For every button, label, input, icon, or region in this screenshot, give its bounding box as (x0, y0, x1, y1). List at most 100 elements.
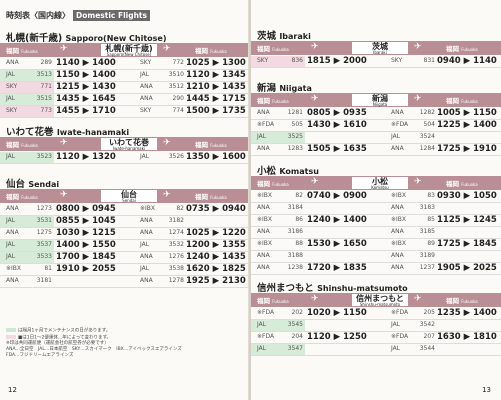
route-title-en: Ibaraki (279, 32, 311, 41)
destination-box: 小松 Komatsu (351, 176, 409, 190)
left-page: 時刻表〈国内線〉 Domestic Flights 札幌(新千歳) Sappor… (0, 0, 250, 400)
return-flight-number: 83 (427, 192, 435, 199)
airline: ANA (257, 145, 270, 152)
destination-box: 札幌(新千歳) Sapporo(New Chitose) (100, 43, 158, 57)
origin-city: 福岡 Fukuoka (6, 47, 38, 55)
route-title-jp: 仙台 (6, 179, 26, 190)
flight-time: 1140 ▶ 1400 (56, 58, 116, 68)
route-title-en: Niigata (279, 84, 312, 93)
origin-box (251, 293, 351, 307)
airline: JAL (6, 241, 16, 248)
flight-number: 202 (291, 309, 303, 316)
route-title-jp: 小松 (257, 166, 277, 177)
flight-time: 1030 ▶ 1215 (56, 228, 116, 238)
return-flight-number: 3526 (168, 153, 184, 160)
return-box (158, 43, 250, 57)
return-airline: ANA (140, 217, 153, 224)
destination-en: Sapporo(New Chitose) (106, 52, 152, 57)
return-airline: JAL (140, 265, 150, 272)
destination-en: Niigata (372, 102, 388, 107)
origin-city: 福岡 Fukuoka (6, 141, 38, 149)
return-box (409, 93, 501, 107)
return-flight-number: 1282 (419, 109, 435, 116)
origin-box (251, 41, 351, 55)
flight-time: 1430 ▶ 1610 (307, 120, 367, 130)
route-banner: 福岡 Fukuoka ✈ 小松 Komatsu ✈ 福岡 Fukuoka (251, 176, 501, 190)
airline: ※FDA (257, 309, 275, 316)
return-airline: ANA (140, 95, 153, 102)
plane-icon: ✈ (414, 294, 422, 304)
return-airline: JAL (140, 153, 150, 160)
plane-icon: ✈ (414, 94, 422, 104)
flight-row: JAL 3537 1400 ▶ 1550 JAL 3532 1200 ▶ 1355 (0, 240, 250, 252)
return-flight-number: 1276 (168, 253, 184, 260)
route-banner: 福岡 Fukuoka ✈ 新潟 Niigata ✈ 福岡 Fukuoka (251, 93, 501, 107)
flight-row: ※FDA 204 1120 ▶ 1250 ※FDA 207 1630 ▶ 1810 (251, 332, 501, 344)
flight-time: 1815 ▶ 2000 (307, 56, 367, 66)
origin-box (251, 176, 351, 190)
return-airline: ※IBX (391, 240, 407, 247)
airline: JAL (6, 153, 16, 160)
return-airline: ANA (391, 252, 404, 259)
flight-row: SKY 836 1815 ▶ 2000 SKY 831 0940 ▶ 1140 (251, 56, 501, 68)
flight-number: 3537 (36, 241, 52, 248)
route-title-en: Sendai (28, 180, 60, 189)
origin-box (0, 189, 100, 203)
origin-box (0, 137, 100, 151)
flight-row: SKY 771 1215 ▶ 1430 ANA 3512 1210 ▶ 1435 (0, 82, 250, 94)
flight-time: 0855 ▶ 1045 (56, 216, 116, 226)
route-banner: 福岡 Fukuoka ✈ 茨城 Ibaraki ✈ 福岡 Fukuoka (251, 41, 501, 55)
return-flight-number: 774 (172, 107, 184, 114)
return-box (158, 189, 250, 203)
flight-time: 1455 ▶ 1710 (56, 106, 116, 116)
origin-city: 福岡 Fukuoka (6, 193, 38, 201)
return-airline: ANA (391, 264, 404, 271)
flight-row: ANA 1275 1030 ▶ 1215 ANA 1274 1025 ▶ 1220 (0, 228, 250, 240)
return-flight-time: 1925 ▶ 2130 (186, 276, 246, 286)
flight-number: 3545 (287, 321, 303, 328)
route-title: 新潟 Niigata (257, 80, 312, 94)
route-title-jp: 新潟 (257, 83, 277, 94)
flight-row: ANA 1283 1505 ▶ 1635 ANA 1284 1725 ▶ 1910 (251, 144, 501, 156)
airline: ANA (6, 229, 19, 236)
flight-number: 773 (40, 107, 52, 114)
return-airline: JAL (140, 241, 150, 248)
airline: JAL (257, 345, 267, 352)
flight-number: 836 (291, 57, 303, 64)
flight-row: ※IBX 88 1530 ▶ 1650 ※IBX 89 1725 ▶ 1845 (251, 239, 501, 251)
airline: JAL (257, 133, 267, 140)
return-flight-number: 3532 (168, 241, 184, 248)
airline: SKY (257, 57, 269, 64)
flight-number: 3513 (36, 71, 52, 78)
destination-en: Ibaraki (373, 50, 387, 55)
origin-city: 福岡 Fukuoka (257, 45, 289, 53)
return-flight-number: 3542 (419, 321, 435, 328)
return-city: 福岡 Fukuoka (446, 45, 478, 53)
flight-row: ANA 3188 ANA 3189 (251, 251, 501, 263)
page-header: 時刻表〈国内線〉 Domestic Flights (6, 8, 150, 22)
flight-row: ※IBX 86 1240 ▶ 1400 ※IBX 85 1125 ▶ 1245 (251, 215, 501, 227)
return-airline: SKY (391, 57, 403, 64)
return-city: 福岡 Fukuoka (446, 297, 478, 305)
flight-time: 1400 ▶ 1550 (56, 240, 116, 250)
return-city: 福岡 Fukuoka (195, 141, 227, 149)
destination-jp: 茨城 (372, 42, 388, 51)
flight-time: 1120 ▶ 1250 (307, 332, 367, 342)
flight-row: ※FDA 505 1430 ▶ 1610 ※FDA 504 1225 ▶ 1400 (251, 120, 501, 132)
return-flight-number: 3183 (419, 204, 435, 211)
return-flight-number: 3544 (419, 345, 435, 352)
return-flight-time: 1500 ▶ 1735 (186, 106, 246, 116)
return-flight-number: 3538 (168, 265, 184, 272)
flight-time: 1700 ▶ 1845 (56, 252, 116, 262)
route-title-jp: いわて花巻 (6, 127, 54, 138)
return-airline: ANA (140, 229, 153, 236)
flight-row: ANA 1281 0805 ▶ 0935 ANA 1282 1005 ▶ 1150 (251, 108, 501, 120)
route-title: 茨城 Ibaraki (257, 28, 311, 42)
airline: ※IBX (6, 265, 22, 272)
plane-icon: ✈ (414, 42, 422, 52)
airline: ANA (257, 264, 270, 271)
flight-number: 81 (44, 265, 52, 272)
destination-box: 仙台 Sendai (100, 189, 158, 203)
route-title: 仙台 Sendai (6, 176, 59, 190)
flight-time: 1150 ▶ 1400 (56, 70, 116, 80)
